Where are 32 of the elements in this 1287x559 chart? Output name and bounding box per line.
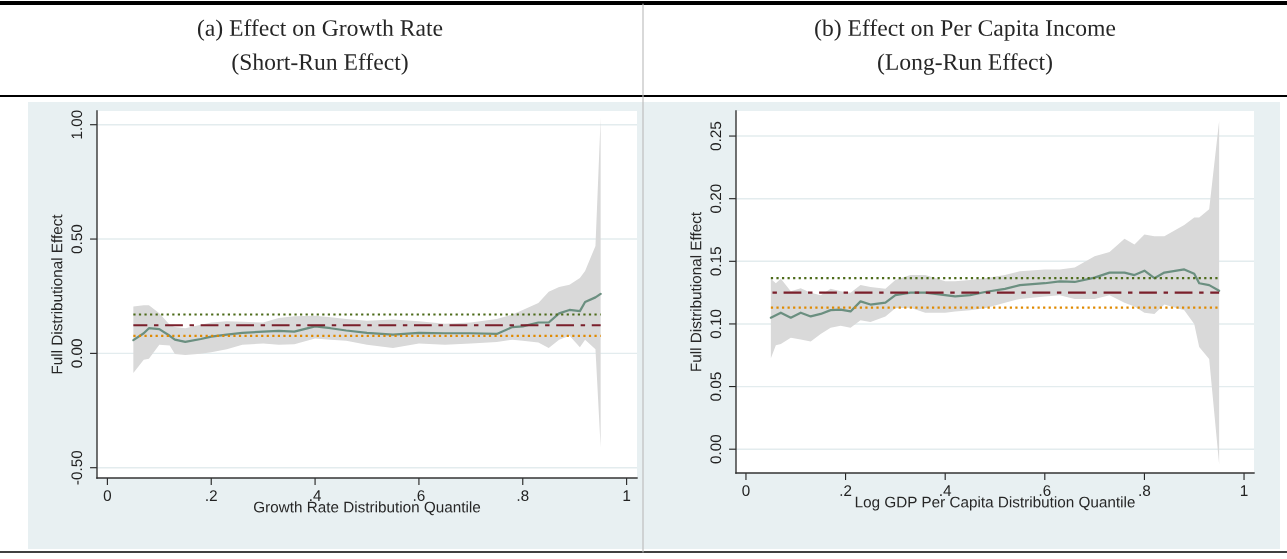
x-tick-label: 0 (103, 490, 112, 502)
x-axis-title: Growth Rate Distribution Quantile (253, 501, 481, 516)
x-tick-label: .8 (1139, 485, 1151, 497)
y-tick-label: 0.10 (710, 309, 722, 339)
x-tick-label: 0 (742, 485, 750, 497)
x-tick-label: .2 (206, 490, 217, 501)
y-tick-label: 1.00 (71, 110, 83, 139)
y-tick-label: 0.15 (710, 247, 722, 276)
y-tick-label: 0.50 (71, 224, 83, 254)
line-series (769, 268, 1221, 319)
x-tick-label: 1 (1240, 485, 1248, 496)
chart-subtitle: (Short-Run Effect) (232, 53, 408, 75)
x-axis-title: Log GDP Per Capita Distribution Quantile (855, 496, 1135, 511)
y-tick-label: 0.00 (71, 339, 83, 368)
line-series (132, 292, 602, 344)
y-tick-label: 0.25 (710, 121, 722, 151)
x-tick-label: .6 (413, 490, 425, 502)
x-tick-label: .8 (517, 490, 529, 502)
y-tick-label: 0.20 (710, 184, 722, 213)
y-tick-label: 0.05 (710, 372, 722, 401)
y-axis-title: Full Distributional Effect (690, 212, 702, 371)
x-tick-label: .2 (840, 485, 852, 496)
chart-title: (b) Effect on Per Capita Income (815, 19, 1116, 41)
chart-subtitle: (Long-Run Effect) (878, 53, 1052, 75)
x-tick-label: .6 (1039, 485, 1051, 497)
y-tick-label: 0.00 (710, 434, 722, 464)
x-tick-label: .4 (310, 490, 321, 501)
y-axis-title: Full Distributional Effect (51, 214, 63, 374)
x-tick-label: .4 (940, 485, 952, 496)
chart-title: (a) Effect on Growth Rate (197, 19, 443, 41)
y-tick-label: -0.50 (71, 450, 83, 485)
x-tick-label: 1 (623, 490, 631, 501)
